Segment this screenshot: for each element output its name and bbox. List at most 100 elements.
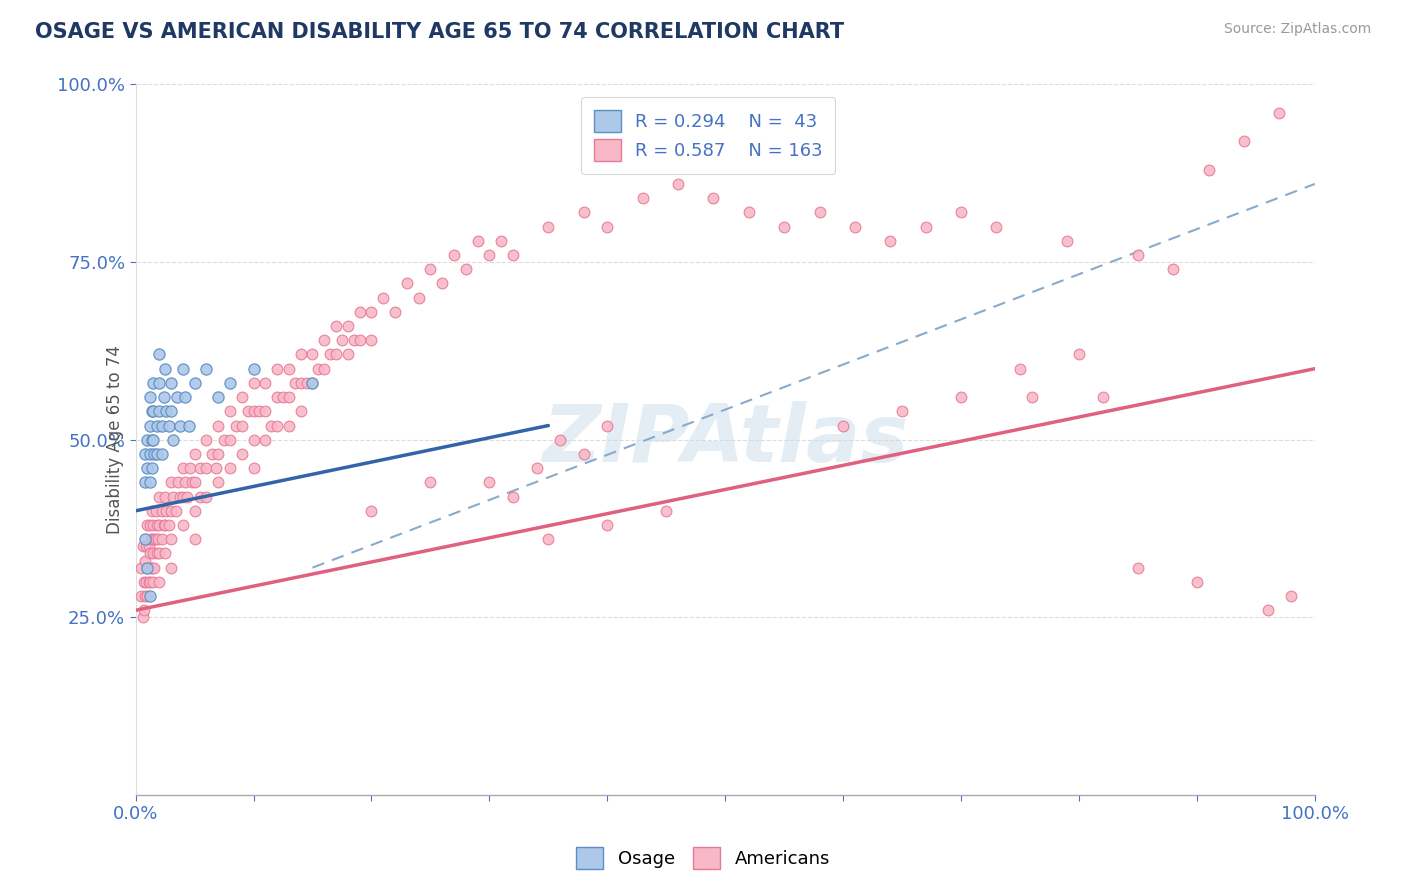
Point: [183, 376, 205, 390]
Point: [1163, 262, 1185, 277]
Point: [950, 390, 973, 404]
Point: [360, 305, 382, 319]
Point: [231, 447, 253, 461]
Point: [319, 347, 342, 361]
Point: [225, 418, 247, 433]
Point: [138, 539, 160, 553]
Point: [141, 533, 163, 547]
Point: [950, 205, 973, 219]
Point: [596, 418, 619, 433]
Point: [146, 546, 169, 560]
Point: [139, 574, 162, 589]
Point: [195, 361, 218, 376]
Point: [165, 504, 187, 518]
Point: [141, 504, 163, 518]
Point: [336, 319, 359, 334]
Point: [139, 533, 162, 547]
Point: [139, 475, 162, 490]
Point: [548, 433, 571, 447]
Point: [135, 574, 157, 589]
Legend: R = 0.294    N =  43, R = 0.587    N = 163: R = 0.294 N = 43, R = 0.587 N = 163: [581, 97, 835, 174]
Point: [301, 376, 323, 390]
Point: [526, 461, 548, 475]
Point: [153, 518, 176, 533]
Point: [160, 404, 183, 418]
Point: [1198, 162, 1220, 177]
Point: [419, 262, 441, 277]
Point: [150, 447, 173, 461]
Point: [183, 504, 205, 518]
Point: [150, 418, 173, 433]
Point: [266, 361, 288, 376]
Point: [1056, 234, 1078, 248]
Point: [1067, 347, 1090, 361]
Point: [204, 461, 226, 475]
Point: [136, 589, 159, 603]
Point: [254, 376, 277, 390]
Point: [174, 475, 197, 490]
Point: [183, 447, 205, 461]
Point: [314, 361, 336, 376]
Point: [260, 418, 283, 433]
Point: [360, 504, 382, 518]
Point: [231, 418, 253, 433]
Point: [1279, 589, 1302, 603]
Point: [1126, 248, 1149, 262]
Point: [336, 347, 359, 361]
Point: [142, 433, 165, 447]
Point: [254, 404, 277, 418]
Point: [207, 475, 229, 490]
Point: [148, 518, 170, 533]
Point: [145, 533, 167, 547]
Point: [139, 418, 162, 433]
Point: [166, 390, 188, 404]
Point: [242, 361, 264, 376]
Point: [207, 390, 229, 404]
Point: [153, 518, 176, 533]
Point: [160, 533, 183, 547]
Point: [343, 333, 366, 347]
Point: [172, 518, 194, 533]
Point: [155, 504, 177, 518]
Point: [143, 533, 166, 547]
Point: [150, 533, 173, 547]
Point: [148, 376, 170, 390]
Point: [891, 404, 914, 418]
Point: [295, 376, 318, 390]
Point: [502, 248, 524, 262]
Point: [153, 361, 176, 376]
Point: [142, 574, 165, 589]
Point: [249, 404, 271, 418]
Point: [666, 177, 689, 191]
Point: [478, 475, 501, 490]
Point: [142, 546, 165, 560]
Point: [157, 418, 180, 433]
Point: [160, 475, 183, 490]
Point: [879, 234, 901, 248]
Text: ZIPAtlas: ZIPAtlas: [543, 401, 908, 479]
Point: [1008, 361, 1031, 376]
Point: [219, 461, 242, 475]
Point: [139, 518, 162, 533]
Point: [143, 560, 166, 574]
Point: [150, 504, 173, 518]
Point: [134, 589, 156, 603]
Point: [139, 560, 162, 574]
Point: [443, 248, 465, 262]
Point: [136, 560, 159, 574]
Point: [138, 574, 160, 589]
Point: [242, 461, 264, 475]
Point: [153, 546, 176, 560]
Point: [242, 376, 264, 390]
Point: [143, 447, 166, 461]
Point: [142, 404, 165, 418]
Point: [148, 404, 170, 418]
Point: [131, 610, 153, 624]
Point: [131, 589, 153, 603]
Point: [454, 262, 477, 277]
Point: [408, 291, 430, 305]
Point: [1185, 574, 1208, 589]
Point: [142, 376, 165, 390]
Point: [153, 390, 176, 404]
Point: [183, 533, 205, 547]
